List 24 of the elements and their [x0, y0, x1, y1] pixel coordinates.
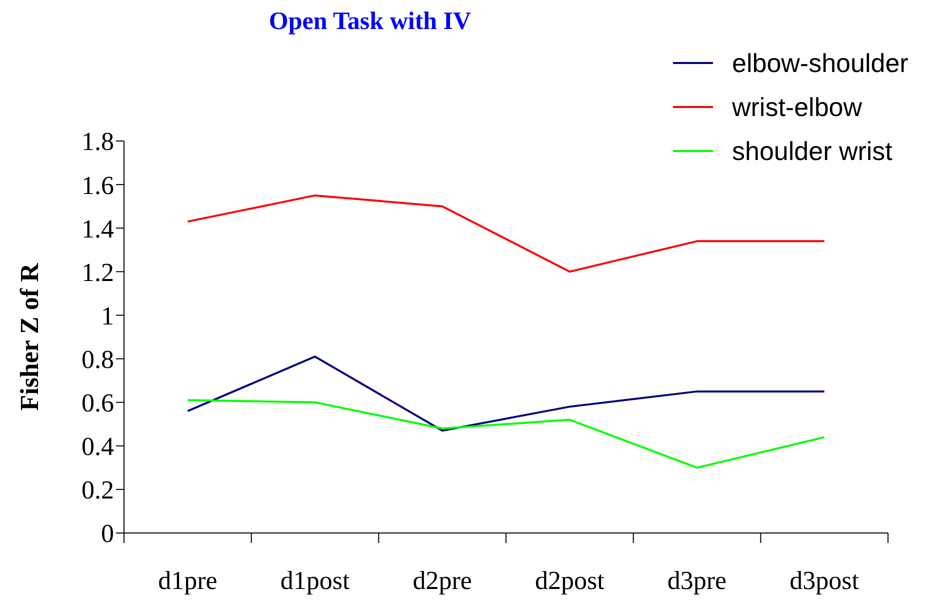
legend-label: shoulder wrist	[732, 136, 892, 166]
y-tick-label: 1	[101, 301, 114, 330]
y-tick-label: 0	[101, 519, 114, 548]
chart-title: Open Task with IV	[268, 8, 472, 36]
y-tick-label: 1.8	[82, 127, 114, 156]
x-tick-label: d3post	[790, 566, 860, 595]
x-tick-label: d2pre	[412, 566, 472, 595]
x-tick-label: d2post	[534, 566, 606, 595]
y-tick-label: 0.2	[82, 476, 114, 505]
y-tick-label: 1.4	[82, 214, 114, 244]
y-tick-label: 0.6	[82, 388, 114, 418]
legend-label: wrist-elbow	[732, 92, 862, 122]
line-series	[186, 399, 826, 469]
y-tick-label: 1.6	[82, 170, 114, 200]
x-tick-label: d1post	[280, 566, 350, 595]
y-axis-title: Fisher Z of R	[15, 263, 45, 411]
x-tick-label: d1pre	[158, 566, 218, 595]
y-tick-label: 0.4	[82, 432, 114, 462]
legend-label: elbow-shoulder	[732, 48, 908, 78]
line-series	[186, 356, 826, 432]
y-tick-label: 1.2	[82, 258, 114, 287]
line-series	[186, 194, 826, 273]
x-tick-label: d3pre	[667, 566, 727, 595]
y-tick-label: 0.8	[82, 345, 114, 374]
